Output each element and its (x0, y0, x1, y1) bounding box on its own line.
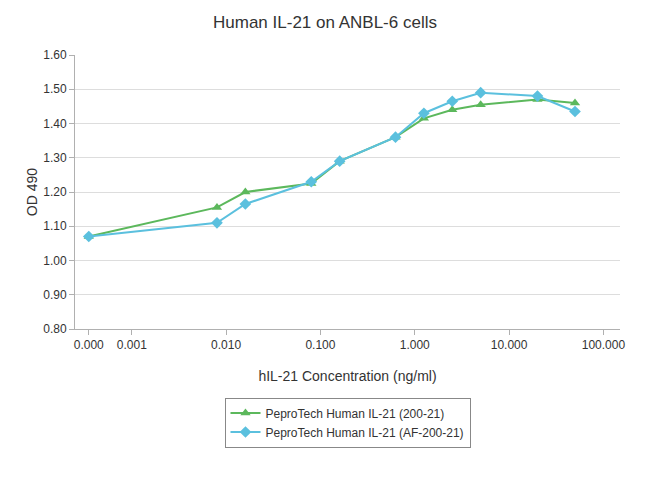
svg-text:0.010: 0.010 (211, 338, 241, 352)
svg-text:100.000: 100.000 (582, 338, 626, 352)
svg-text:Human IL-21 on ANBL-6 cells: Human IL-21 on ANBL-6 cells (213, 13, 437, 32)
svg-text:0.001: 0.001 (117, 338, 147, 352)
svg-text:hIL-21 Concentration (ng/ml): hIL-21 Concentration (ng/ml) (258, 368, 436, 384)
svg-text:1.40: 1.40 (43, 117, 67, 131)
svg-text:0.90: 0.90 (43, 288, 67, 302)
svg-text:0.000: 0.000 (74, 338, 104, 352)
svg-text:1.50: 1.50 (43, 82, 67, 96)
svg-text:PeproTech Human IL-21 (200-21): PeproTech Human IL-21 (200-21) (266, 407, 445, 421)
svg-text:1.60: 1.60 (43, 48, 67, 62)
svg-text:1.000: 1.000 (400, 338, 430, 352)
svg-text:0.100: 0.100 (305, 338, 335, 352)
svg-text:OD 490: OD 490 (24, 168, 40, 216)
svg-text:1.00: 1.00 (43, 254, 67, 268)
svg-text:1.20: 1.20 (43, 185, 67, 199)
svg-text:1.30: 1.30 (43, 151, 67, 165)
svg-text:1.10: 1.10 (43, 219, 67, 233)
svg-text:10.000: 10.000 (491, 338, 528, 352)
svg-text:0.80: 0.80 (43, 322, 67, 336)
svg-text:PeproTech Human IL-21 (AF-200-: PeproTech Human IL-21 (AF-200-21) (266, 426, 464, 440)
